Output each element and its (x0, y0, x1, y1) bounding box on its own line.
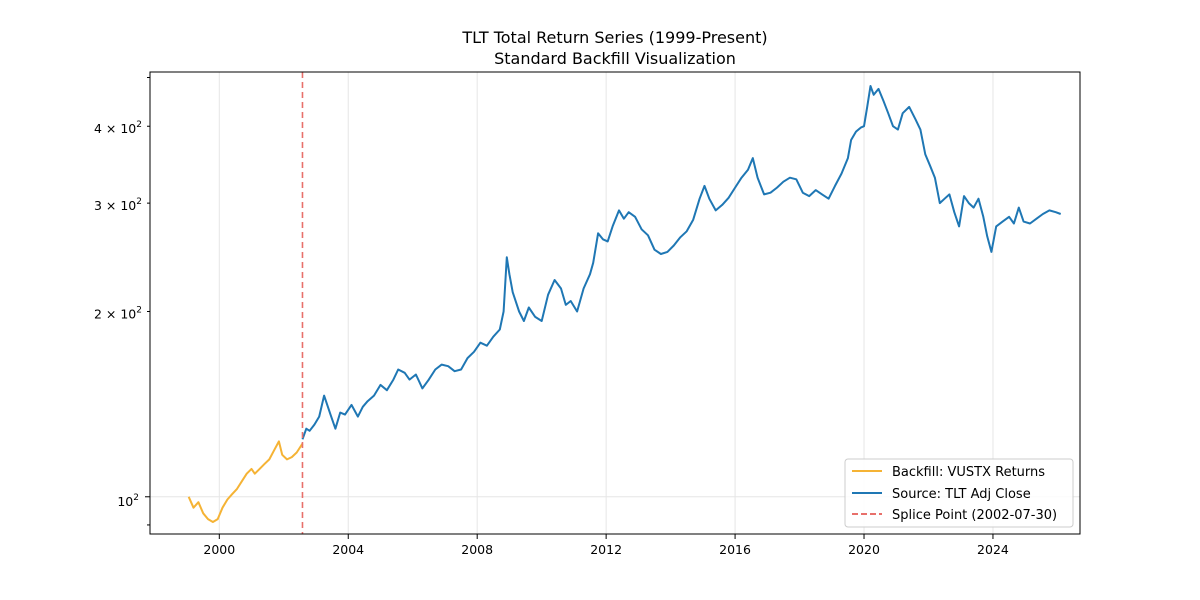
x-tick-label: 2004 (332, 542, 364, 557)
legend-label-splice: Splice Point (2002-07-30) (892, 508, 1057, 523)
series-line-1 (301, 85, 1062, 440)
x-axis: 2000 2004 2008 2012 2016 2020 2024 (203, 534, 1009, 557)
legend-label-backfill: Backfill: VUSTX Returns (892, 465, 1045, 480)
x-tick-label: 2012 (590, 542, 622, 557)
chart-subtitle: Standard Backfill Visualization (494, 49, 736, 68)
y-axis: 102 2 × 102 3 × 102 4 × 102 (94, 77, 150, 526)
chart-title: TLT Total Return Series (1999-Present) (461, 28, 767, 47)
legend-box (844, 458, 1074, 528)
y-tick-label: 2 × 102 (94, 306, 142, 322)
x-tick-label: 2000 (203, 542, 235, 557)
y-tick-label: 3 × 102 (94, 197, 142, 213)
plot-area-frame (149, 71, 1081, 535)
x-tick-label: 2020 (848, 542, 880, 557)
legend: Backfill: VUSTX Returns Source: TLT Adj … (844, 458, 1074, 528)
series-line-0 (187, 440, 304, 523)
x-tick-label: 2016 (719, 542, 751, 557)
y-tick-label: 102 (117, 493, 139, 509)
x-tick-label: 2024 (977, 542, 1009, 557)
series-layer (187, 85, 1062, 523)
legend-label-source: Source: TLT Adj Close (892, 487, 1031, 502)
y-tick-label: 4 × 102 (94, 120, 142, 136)
x-tick-label: 2008 (461, 542, 493, 557)
